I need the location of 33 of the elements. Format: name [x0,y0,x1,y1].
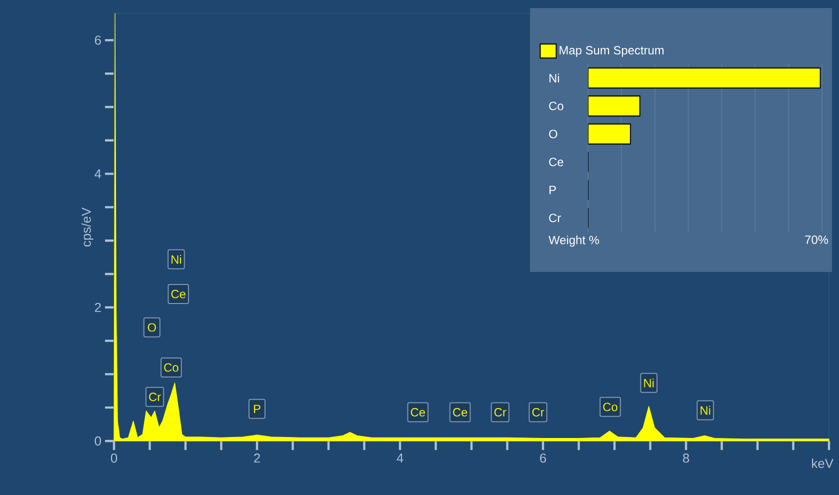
annotation: Ce [453,408,468,416]
annotation: Ce [410,408,425,416]
x-tick-label: 0 [110,454,118,463]
y-tick-label: 4 [94,169,102,178]
y-tick-label: 0 [94,436,101,446]
annotation: Cr [494,408,506,416]
x-axis-title: keV [812,458,834,468]
annotation: Co [603,402,618,412]
x-tick-label: 4 [396,454,404,462]
y-tick-label: 6 [94,36,101,45]
annotation: Ni [700,406,710,415]
y-tick-label: O [549,130,558,138]
x-tick-label: 2 [254,454,260,463]
y-tick-label: P [550,186,556,194]
x-tick-label: 70% [805,236,828,244]
y-tick-label: Cr [549,214,561,222]
y-tick-label: Ce [549,158,564,166]
x-tick-label: 6 [540,454,546,463]
annotation: Cr [149,392,161,402]
legend-label: Map Sum Spectrum [560,46,664,57]
y-tick-label: Co [549,102,564,110]
y-tick-label: 2 [94,302,101,312]
annotation: O [148,323,156,332]
y-axis-title: cps/eV [81,208,94,246]
annotation: Co [164,363,178,372]
x-axis-title: Weight % [548,236,600,247]
annotation: P [254,404,260,414]
x-tick-label: 8 [682,454,690,463]
y-tick-label: Ni [550,74,560,82]
annotation: Ce [171,290,186,298]
annotation: Ni [172,254,182,264]
annotation: Cr [532,408,544,416]
annotation: Ni [644,378,654,388]
